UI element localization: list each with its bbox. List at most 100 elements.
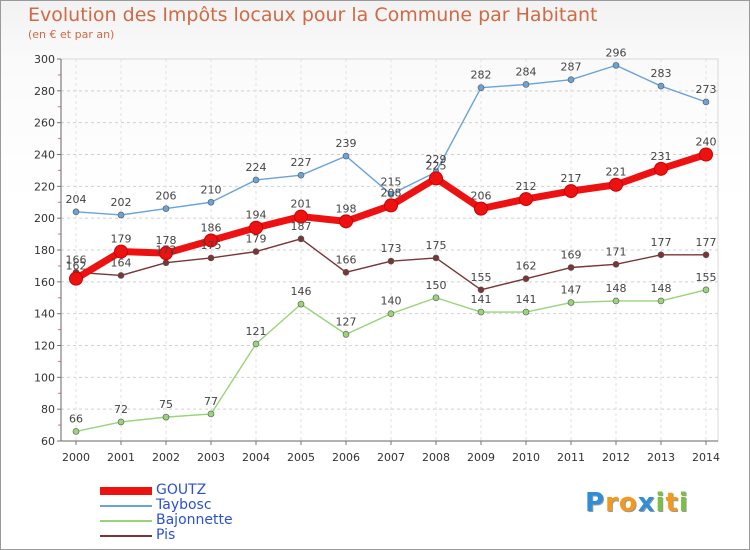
point-goutz <box>159 246 173 261</box>
data-label-goutz: 221 <box>606 166 627 179</box>
axes: 60 80 100 120 140 160 180 200 220 240 260 280 300 200… <box>34 53 720 464</box>
point-taybosc <box>657 82 665 90</box>
point-goutz <box>204 233 218 248</box>
point-bajonnette <box>162 413 170 421</box>
point-taybosc <box>612 62 620 69</box>
legend-swatch-goutz <box>100 487 152 495</box>
x-tick-label: 2004 <box>242 451 270 464</box>
point-pis <box>207 254 215 262</box>
data-label-pis: 164 <box>111 256 132 269</box>
data-label-taybosc: 239 <box>336 137 357 150</box>
logo-letter: o <box>618 488 638 518</box>
data-label-bajonnette: 150 <box>426 279 447 292</box>
data-label-pis: 166 <box>336 253 357 266</box>
point-goutz <box>294 209 308 224</box>
x-tick-label: 2006 <box>332 451 360 464</box>
data-label-goutz: 194 <box>246 209 267 222</box>
y-tick-label: 220 <box>34 180 55 193</box>
data-label-bajonnette: 141 <box>516 293 537 306</box>
data-label-taybosc: 283 <box>651 67 672 80</box>
point-goutz <box>69 271 83 286</box>
x-tick-label: 2002 <box>152 451 180 464</box>
data-label-pis: 166 <box>66 253 87 266</box>
x-tick-label: 2012 <box>602 451 630 464</box>
point-bajonnette <box>702 286 710 294</box>
point-pis <box>612 261 620 268</box>
data-label-bajonnette: 75 <box>159 398 173 411</box>
x-tick-label: 2011 <box>557 451 585 464</box>
data-label-bajonnette: 148 <box>606 282 627 295</box>
point-goutz <box>249 220 263 235</box>
point-pis <box>657 251 665 259</box>
data-label-goutz: 208 <box>381 186 402 199</box>
series-lines <box>69 62 713 435</box>
point-goutz <box>654 161 668 176</box>
data-label-taybosc: 202 <box>111 196 132 209</box>
chart-subtitle: (en € et par an) <box>28 28 115 41</box>
point-goutz <box>609 177 623 192</box>
y-tick-label: 120 <box>34 340 55 353</box>
point-pis <box>702 251 710 259</box>
data-label-pis: 171 <box>606 245 627 258</box>
data-label-pis: 177 <box>651 236 672 249</box>
data-label-pis: 155 <box>471 271 492 284</box>
data-label-taybosc: 229 <box>426 153 447 166</box>
point-bajonnette <box>297 300 305 308</box>
x-tick-label: 2007 <box>377 451 405 464</box>
point-pis <box>477 286 485 294</box>
point-taybosc <box>207 198 215 206</box>
y-tick-label: 160 <box>34 276 55 289</box>
point-taybosc <box>567 76 575 83</box>
point-goutz <box>699 147 713 162</box>
data-label-taybosc: 287 <box>561 61 582 74</box>
data-label-bajonnette: 77 <box>204 395 218 408</box>
point-bajonnette <box>522 308 530 316</box>
x-tick-label: 2008 <box>422 451 450 464</box>
logo-letter: i <box>655 488 666 518</box>
point-pis <box>117 272 125 279</box>
data-label-pis: 177 <box>696 236 717 249</box>
legend-swatch-bajonnette <box>100 520 152 522</box>
x-tick-label: 2013 <box>647 451 675 464</box>
point-pis <box>432 254 440 262</box>
data-label-goutz: 198 <box>336 202 357 215</box>
point-pis <box>162 259 170 267</box>
data-label-taybosc: 210 <box>201 183 222 196</box>
point-pis <box>567 264 575 271</box>
data-label-goutz: 240 <box>696 136 717 149</box>
y-tick-label: 100 <box>34 371 55 384</box>
data-label-bajonnette: 155 <box>696 271 717 284</box>
logo-letter: P <box>585 488 606 518</box>
data-label-taybosc: 215 <box>381 175 402 188</box>
point-taybosc <box>702 98 710 106</box>
data-label-taybosc: 204 <box>66 193 87 206</box>
data-label-pis: 175 <box>201 239 222 252</box>
data-label-taybosc: 227 <box>291 156 312 169</box>
point-bajonnette <box>612 297 620 305</box>
data-label-taybosc: 284 <box>516 65 537 78</box>
point-taybosc <box>297 171 305 179</box>
point-goutz <box>474 201 488 216</box>
legend-swatch-pis <box>100 535 152 537</box>
data-label-pis: 173 <box>381 242 402 255</box>
point-bajonnette <box>657 297 665 305</box>
data-label-taybosc: 273 <box>696 83 717 96</box>
data-label-taybosc: 224 <box>246 161 267 174</box>
point-taybosc <box>522 81 530 88</box>
data-label-bajonnette: 140 <box>381 295 402 308</box>
data-label-goutz: 178 <box>156 234 177 247</box>
data-label-goutz: 217 <box>561 172 582 185</box>
data-label-pis: 175 <box>426 239 447 252</box>
x-tick-label: 2005 <box>287 451 315 464</box>
data-label-bajonnette: 72 <box>114 403 128 416</box>
data-label-bajonnette: 121 <box>246 325 267 338</box>
data-label-bajonnette: 141 <box>471 293 492 306</box>
data-label-pis: 179 <box>246 233 267 246</box>
logo-letter: x <box>637 488 656 518</box>
legend-label-taybosc: Taybosc <box>156 497 212 513</box>
y-tick-label: 60 <box>41 435 55 448</box>
data-label-pis: 172 <box>156 244 177 257</box>
data-label-pis: 187 <box>291 220 312 233</box>
point-pis <box>342 268 350 276</box>
